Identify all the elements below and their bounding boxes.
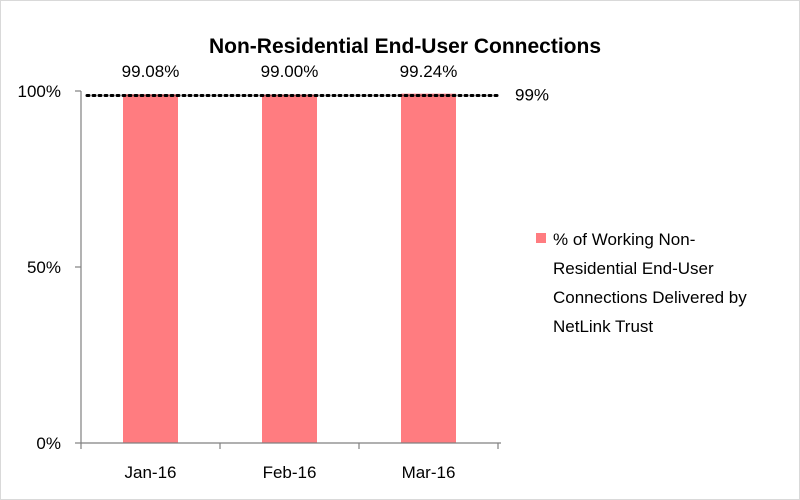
x-tick-label: Mar-16 <box>402 463 456 482</box>
legend: % of Working Non- Residential End-User Con… <box>536 230 747 336</box>
x-tick-label: Feb-16 <box>263 463 317 482</box>
y-tick-label: 100% <box>18 82 61 101</box>
bar-jan-16 <box>123 94 178 443</box>
y-tick-label: 0% <box>36 434 61 453</box>
legend-text-line: Residential End-User <box>553 259 714 278</box>
data-label: 99.00% <box>261 62 319 81</box>
legend-swatch <box>536 233 546 243</box>
legend-text-line: Connections Delivered by <box>553 288 747 307</box>
bar-feb-16 <box>262 94 317 444</box>
chart-title: Non-Residential End-User Connections <box>209 35 601 58</box>
legend-text-line: % of Working Non- <box>553 230 695 249</box>
data-label: 99.24% <box>400 62 458 81</box>
plot-area: 99.08% Jan-16 99.00% Feb-16 99.24% Mar-16 0% 50… <box>18 62 550 482</box>
y-tick-label: 50% <box>27 258 61 277</box>
data-label: 99.08% <box>122 62 180 81</box>
x-tick-label: Jan-16 <box>125 463 177 482</box>
bar-mar-16 <box>401 93 456 443</box>
legend-text-line: NetLink Trust <box>553 317 653 336</box>
target-line-label: 99% <box>515 86 549 105</box>
